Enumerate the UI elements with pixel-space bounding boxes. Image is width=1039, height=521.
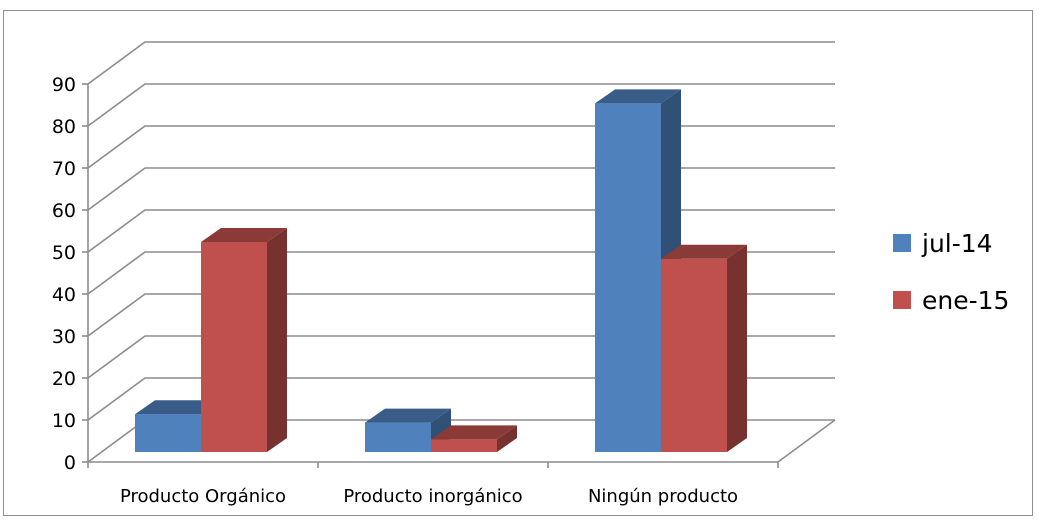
gridline — [87, 41, 835, 85]
bar-side-ene-15-2 — [727, 244, 747, 452]
bar-ene-15-1 — [431, 439, 497, 452]
y-tick-label: 20 — [52, 368, 76, 390]
bar-top-jul-14-0 — [135, 400, 221, 415]
y-tick-label: 70 — [52, 158, 76, 180]
bar-jul-14-2 — [595, 103, 661, 453]
y-tick-label: 90 — [52, 74, 76, 96]
gridline — [87, 125, 835, 169]
y-tick-label: 40 — [52, 284, 76, 306]
bar-jul-14-1 — [365, 422, 431, 452]
legend-swatch-ene-15 — [893, 291, 911, 309]
floor-right-edge — [777, 419, 836, 463]
y-tick-label: 60 — [52, 200, 76, 222]
bar-jul-14-0 — [135, 414, 201, 452]
legend-label-jul-14: jul-14 — [921, 229, 993, 258]
legend: jul-14 ene-15 — [893, 229, 1009, 315]
y-tick-label: 0 — [64, 452, 76, 474]
bar-top-jul-14-2 — [595, 89, 681, 104]
bars — [135, 89, 747, 453]
gridline — [87, 167, 835, 211]
x-category-label: Producto Orgánico — [120, 486, 286, 507]
y-tick-label: 10 — [52, 410, 76, 432]
bar-top-ene-15-1 — [431, 425, 517, 440]
labels: 0 10 20 30 40 50 60 70 80 90 Producto Orgánico Prod… — [52, 74, 738, 507]
bar-top-ene-15-0 — [201, 228, 287, 242]
y-tick-label: 30 — [52, 326, 76, 348]
gridline — [87, 83, 835, 127]
bar-ene-15-0 — [201, 242, 267, 452]
bar-side-ene-15-1 — [497, 425, 517, 452]
y-tick-label: 80 — [52, 116, 76, 138]
x-category-label: Ningún producto — [588, 486, 738, 507]
legend-swatch-jul-14 — [893, 234, 911, 252]
legend-label-ene-15: ene-15 — [922, 286, 1009, 315]
bar-side-ene-15-0 — [267, 228, 287, 452]
x-category-label: Producto inorgánico — [343, 486, 522, 507]
bar-ene-15-2 — [661, 258, 727, 452]
y-tick-label: 50 — [52, 242, 76, 264]
bar-top-jul-14-1 — [365, 408, 451, 423]
bar-top-ene-15-2 — [661, 244, 747, 259]
axes — [82, 83, 836, 468]
